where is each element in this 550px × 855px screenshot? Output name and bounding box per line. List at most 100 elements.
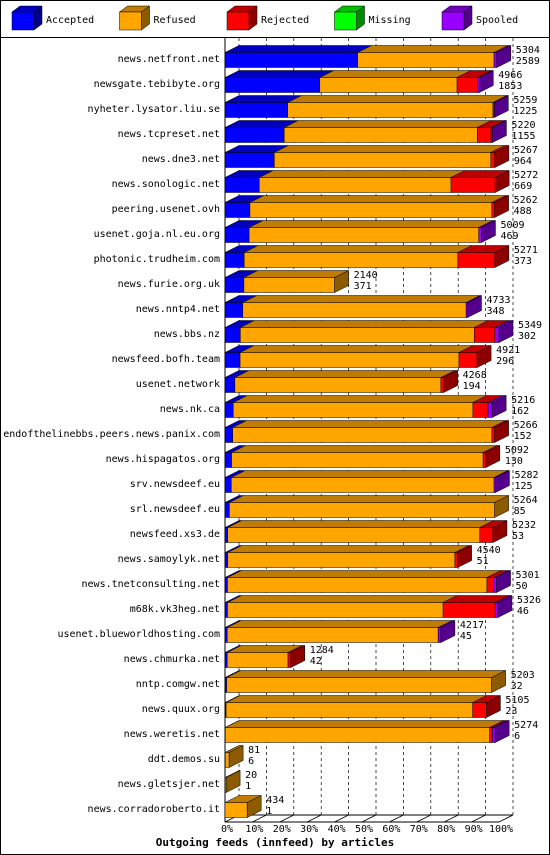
bar-segment	[478, 227, 482, 243]
total-label: 5266	[514, 420, 538, 431]
accepted-label: 125	[514, 481, 532, 492]
bar-segment	[472, 402, 489, 418]
tick-mark	[416, 814, 431, 823]
bar-segment	[225, 752, 230, 768]
bar-segment	[494, 602, 499, 618]
bar-segment	[232, 402, 474, 418]
y-tick-label: news.tnetconsulting.net	[82, 579, 220, 590]
bar-top	[249, 195, 506, 203]
y-tick-label: news.sonologic.net	[112, 179, 220, 190]
accepted-label: 85	[514, 506, 526, 517]
bar-top	[243, 270, 349, 278]
bar-side	[494, 195, 509, 218]
accepted-label: 1	[266, 806, 272, 817]
y-tick-label: usenet.blueworldhosting.com	[57, 629, 220, 640]
y-tick-label: news.quux.org	[142, 704, 220, 715]
bar-segment	[224, 52, 358, 68]
y-tick-label: news.nntp4.net	[136, 304, 220, 315]
tick-mark	[389, 814, 404, 823]
bar-segment	[224, 277, 245, 293]
bar-segment	[274, 152, 492, 168]
tick-mark	[444, 814, 459, 823]
bar-top	[240, 320, 489, 328]
y-tick-label: endofthelinebbs.peers.news.panix.com	[3, 429, 220, 440]
x-tick-label: 0%	[221, 824, 233, 835]
x-tick-label: 80%	[437, 824, 455, 835]
bar-segment	[454, 552, 458, 568]
bar-side	[491, 395, 507, 418]
bar-segment	[224, 452, 232, 468]
bar-top	[232, 420, 506, 428]
bar-side	[494, 420, 509, 443]
bar-side	[494, 495, 509, 518]
total-label: 5271	[514, 245, 538, 256]
bar-segment	[479, 527, 494, 543]
total-label: 20	[245, 770, 257, 781]
accepted-label: 152	[514, 431, 532, 442]
bar-top	[227, 520, 494, 528]
total-label: 2140	[354, 270, 378, 281]
bar-top	[224, 45, 372, 53]
bar-side	[479, 70, 494, 93]
bar-segment	[319, 77, 458, 93]
accepted-label: 302	[518, 331, 536, 342]
total-label: 81	[248, 745, 260, 756]
accepted-label: 964	[514, 156, 532, 167]
bar-segment	[494, 327, 500, 343]
bar-segment	[458, 352, 478, 368]
total-label: 5272	[514, 170, 538, 181]
bar-segment	[224, 77, 321, 93]
bar-segment	[227, 527, 481, 543]
tick-mark	[334, 814, 349, 823]
legend-swatch	[119, 11, 142, 31]
bar-segment	[482, 452, 487, 468]
bar-side	[492, 520, 508, 543]
bar-segment	[243, 252, 459, 268]
y-tick-label: photonic.trudheim.com	[94, 254, 220, 265]
bar-segment	[491, 202, 495, 218]
bar-side	[497, 595, 513, 618]
bar-segment	[493, 577, 497, 593]
bar-side	[228, 745, 244, 768]
total-label: 5267	[514, 145, 538, 156]
bar-segment	[231, 477, 495, 493]
total-label: 5301	[516, 570, 540, 581]
bar-top	[244, 245, 473, 253]
y-tick-label: srl.newsdeef.eu	[130, 504, 220, 515]
x-tick-label: 20%	[273, 824, 291, 835]
bar-segment	[487, 402, 493, 418]
accepted-label: 469	[500, 231, 518, 242]
bar-segment	[224, 377, 236, 393]
tick-mark	[279, 814, 294, 823]
bar-side	[443, 370, 458, 393]
bar-top	[259, 170, 466, 178]
bar-top	[227, 545, 469, 553]
accepted-label: 194	[463, 381, 481, 392]
y-tick-label: news.netfront.net	[118, 54, 220, 65]
bar-segment	[456, 77, 479, 93]
bar-side	[498, 320, 514, 343]
total-label: 5326	[517, 595, 541, 606]
accepted-label: 669	[514, 181, 532, 192]
y-tick-label: srv.newsdeef.eu	[130, 479, 220, 490]
bar-segment	[486, 577, 495, 593]
bar-segment	[224, 552, 228, 568]
accepted-label: 53	[512, 531, 524, 542]
bar-segment	[474, 327, 496, 343]
bar-segment	[437, 627, 442, 643]
bar-top	[249, 220, 493, 228]
y-tick-label: nntp.comgw.net	[136, 679, 220, 690]
bar-segment	[492, 727, 496, 743]
accepted-label: 371	[354, 281, 372, 292]
bar-side	[485, 445, 501, 468]
bar-top	[242, 295, 481, 303]
bar-segment	[491, 427, 495, 443]
bar-segment	[225, 702, 473, 718]
bar-top	[224, 70, 334, 78]
bar-segment	[489, 727, 493, 743]
accepted-label: 296	[496, 356, 514, 367]
accepted-label: 6	[514, 731, 520, 742]
accepted-label: 373	[514, 256, 532, 267]
tick-mark	[471, 814, 486, 823]
total-label: 5304	[516, 45, 540, 56]
